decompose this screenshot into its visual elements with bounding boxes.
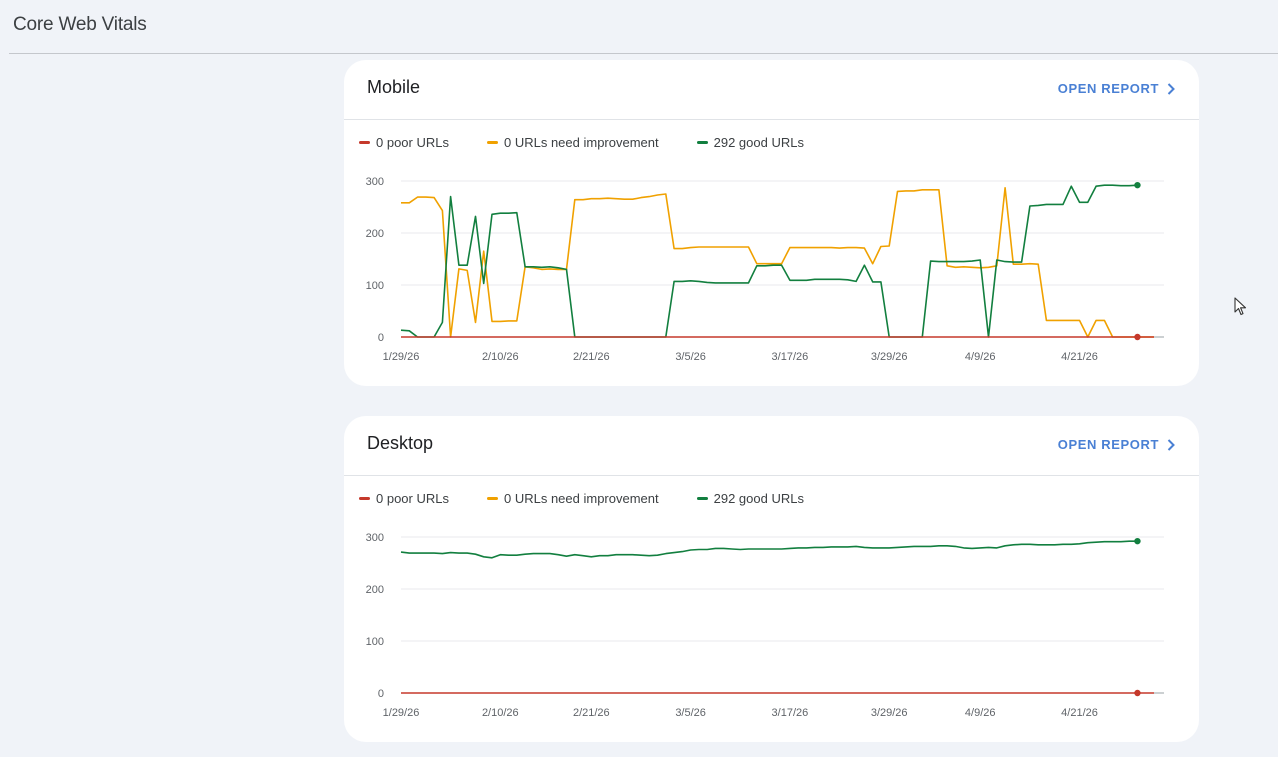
x-tick-label: 4/9/26 [965, 707, 996, 719]
x-tick-label: 2/10/26 [482, 351, 519, 363]
x-tick-label: 3/5/26 [675, 707, 706, 719]
legend-swatch-needs-improvement [486, 141, 498, 144]
chevron-right-icon [1167, 82, 1175, 95]
open-report-button-mobile[interactable]: OPEN REPORT [1058, 81, 1175, 96]
legend-item-needs-improvement[interactable]: 0 URLs need improvement [486, 135, 659, 150]
legend-item-poor[interactable]: 0 poor URLs [359, 135, 449, 150]
header-divider [9, 53, 1278, 54]
legend-swatch-poor [359, 141, 370, 144]
legend-label-good: 292 good URLs [713, 135, 804, 150]
legend-item-good[interactable]: 292 good URLs [696, 135, 804, 150]
legend-item-good[interactable]: 292 good URLs [696, 491, 804, 506]
x-tick-label: 3/17/26 [772, 351, 809, 363]
x-tick-label: 1/29/26 [383, 351, 420, 363]
x-tick-label: 2/21/26 [573, 707, 610, 719]
card-title-mobile: Mobile [367, 77, 421, 97]
card-title-desktop: Desktop [367, 433, 434, 453]
page-title: Core Web Vitals [13, 14, 147, 35]
desktop-card: Desktop OPEN REPORT 0 poor URLs 0 URLs n… [344, 416, 1199, 742]
mobile-card: Mobile OPEN REPORT 0 poor URLs 0 URLs ne… [344, 60, 1199, 386]
open-report-button-desktop[interactable]: OPEN REPORT [1058, 437, 1175, 452]
x-tick-label: 1/29/26 [383, 707, 420, 719]
legend-swatch-needs-improvement [486, 497, 498, 500]
x-tick-label: 4/21/26 [1061, 351, 1098, 363]
legend-label-poor: 0 poor URLs [376, 491, 449, 506]
card-divider [344, 119, 1199, 120]
x-tick-label: 2/21/26 [573, 351, 610, 363]
y-tick-label: 300 [366, 532, 384, 544]
x-tick-label: 3/17/26 [772, 707, 809, 719]
y-tick-label: 200 [366, 228, 384, 240]
x-tick-label: 3/5/26 [675, 351, 706, 363]
legend-swatch-good [696, 141, 708, 144]
y-tick-label: 100 [366, 280, 384, 292]
series-line-good [400, 184, 1138, 338]
y-tick-label: 100 [366, 636, 384, 648]
legend-item-needs-improvement[interactable]: 0 URLs need improvement [486, 491, 659, 506]
mobile-chart: 0 100 200 300 1/29/26 2/10/26 2/21/26 3/5/26 3/1… [366, 176, 1164, 363]
y-tick-label: 300 [366, 176, 384, 188]
y-tick-label: 200 [366, 584, 384, 596]
x-tick-label: 3/29/26 [871, 351, 908, 363]
series-end-marker-good [1134, 181, 1141, 189]
chart-legend-mobile: 0 poor URLs 0 URLs need improvement 292 … [359, 135, 842, 150]
desktop-chart: 0 100 200 300 1/29/26 2/10/26 2/21/26 3/5/26 3/1… [366, 532, 1164, 719]
open-report-label: OPEN REPORT [1057, 437, 1159, 452]
mouse-pointer-icon [1234, 297, 1247, 316]
legend-swatch-poor [359, 497, 370, 500]
series-end-marker-poor [1134, 689, 1141, 697]
legend-label-poor: 0 poor URLs [376, 135, 449, 150]
y-tick-label: 0 [378, 332, 384, 344]
legend-swatch-good [696, 497, 708, 500]
open-report-label: OPEN REPORT [1057, 81, 1159, 96]
x-tick-label: 2/10/26 [482, 707, 519, 719]
legend-label-needs-improvement: 0 URLs need improvement [503, 135, 659, 150]
series-end-marker-poor [1134, 333, 1141, 341]
chevron-right-icon [1167, 438, 1175, 451]
legend-item-poor[interactable]: 0 poor URLs [359, 491, 449, 506]
series-line-needs-improvement [401, 187, 1154, 338]
card-divider [344, 475, 1199, 476]
series-end-marker-good [1134, 537, 1141, 545]
series-line-good [400, 540, 1138, 559]
chart-legend-desktop: 0 poor URLs 0 URLs need improvement 292 … [359, 491, 842, 506]
x-tick-label: 3/29/26 [871, 707, 908, 719]
y-tick-label: 0 [378, 688, 384, 700]
legend-label-needs-improvement: 0 URLs need improvement [503, 491, 659, 506]
x-tick-label: 4/21/26 [1061, 707, 1098, 719]
legend-label-good: 292 good URLs [713, 491, 804, 506]
x-tick-label: 4/9/26 [965, 351, 996, 363]
page-header: Core Web Vitals [0, 0, 1278, 54]
